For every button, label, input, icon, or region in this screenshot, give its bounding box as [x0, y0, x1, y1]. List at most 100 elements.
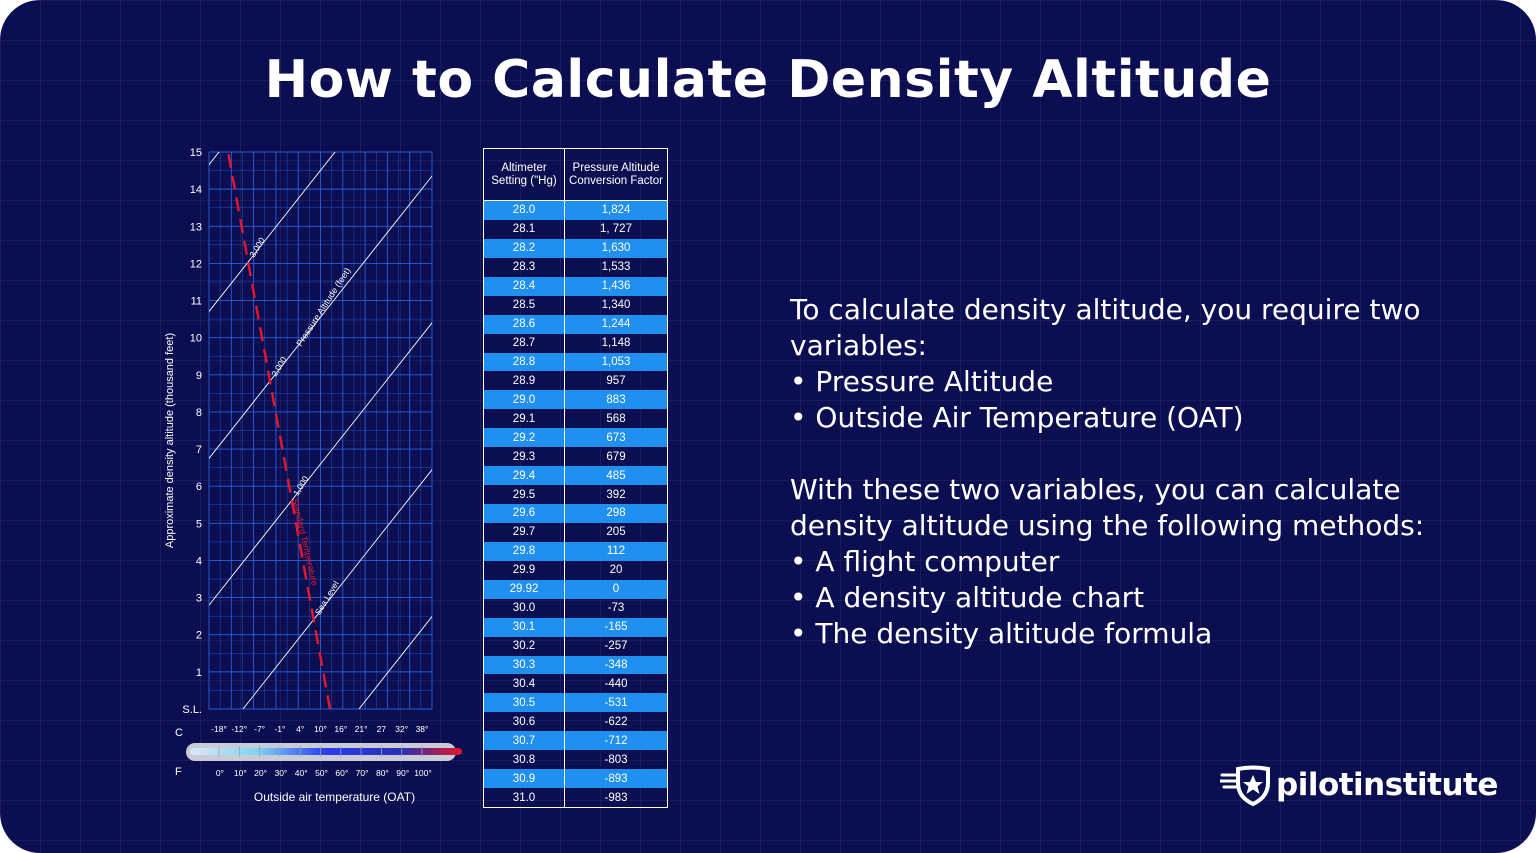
y-tick-label: 3 [196, 593, 202, 605]
table-row: 29.7 205 [484, 522, 667, 542]
conversion-factor-cell: -803 [604, 753, 628, 766]
table-body: 28.0 1,824 28.1 1, 727 28.2 1,630 28.3 1,533 28.… [484, 201, 667, 807]
table-row: 28.1 1, 727 [484, 219, 667, 239]
chart-grid [208, 151, 433, 710]
altimeter-setting-cell: 29.8 [484, 541, 565, 561]
list-item: Pressure Altitude [790, 364, 1490, 400]
table-row: 30.3 -348 [484, 655, 667, 675]
celsius-tick-label: 4° [296, 724, 304, 734]
logo-text: pilotinstitute [1276, 767, 1498, 803]
conversion-factor-cell: 1,244 [601, 318, 631, 331]
table-row: 28.2 1,630 [484, 238, 667, 258]
table-row: 28.6 1,244 [484, 314, 667, 334]
altimeter-setting-cell: 29.1 [484, 409, 565, 429]
table-row: 29.8 112 [484, 541, 667, 561]
list-item: The density altitude formula [790, 616, 1490, 652]
conversion-factor-cell: 1,630 [601, 242, 631, 255]
conversion-factor-cell: -712 [604, 734, 628, 747]
altimeter-setting-cell: 28.2 [484, 238, 565, 258]
table-row: 29.3 679 [484, 447, 667, 467]
list-item: A density altitude chart [790, 580, 1490, 616]
fahrenheit-tick-label: 50° [315, 768, 328, 778]
conversion-factor-cell: 1,053 [601, 355, 631, 368]
fahrenheit-tick-label: 90° [396, 768, 409, 778]
y-tick-label: S.L. [182, 704, 202, 716]
conversion-factor-cell: 673 [606, 431, 626, 444]
table-row: 28.8 1,053 [484, 352, 667, 372]
conversion-factor-cell: 1,148 [601, 337, 631, 350]
fahrenheit-tick-label: 80° [376, 768, 389, 778]
y-tick-label: 5 [196, 518, 202, 530]
conversion-factor-cell: 205 [606, 526, 626, 539]
variables-list: Pressure Altitude Outside Air Temperatur… [790, 364, 1490, 436]
altimeter-setting-cell: 30.1 [484, 617, 565, 637]
conversion-factor-cell: -348 [604, 658, 628, 671]
shield-star-icon [1220, 765, 1270, 807]
y-tick-label: 13 [190, 221, 202, 233]
table-header: Altimeter Setting ("Hg) Pressure Altitud… [484, 149, 667, 201]
table-row: 28.4 1,436 [484, 276, 667, 296]
fahrenheit-tick-label: 70° [356, 768, 369, 778]
pressure-altitude-title: Pressure Altitude (feet) [294, 266, 352, 348]
altimeter-setting-cell: 28.3 [484, 257, 565, 277]
y-tick-label: 12 [190, 258, 202, 270]
page-title: How to Calculate Density Altitude [264, 50, 1272, 110]
celsius-tick-label: 32° [395, 724, 408, 734]
altimeter-setting-cell: 29.0 [484, 390, 565, 410]
altimeter-setting-cell: 29.6 [484, 504, 565, 523]
pilot-institute-logo: pilotinstitute [1220, 762, 1498, 808]
altimeter-setting-cell: 31.0 [484, 788, 565, 807]
pressure-altitude-line [209, 322, 432, 606]
list-item: A flight computer [790, 544, 1490, 580]
conversion-factor-cell: 1,824 [601, 204, 631, 217]
conversion-factor-cell: 1,533 [601, 261, 631, 274]
table-row: 29.0 883 [484, 390, 667, 410]
header-conversion-factor: Pressure Altitude Conversion Factor [569, 161, 663, 187]
methods-intro-text: With these two variables, you can calcul… [790, 473, 1425, 542]
altimeter-setting-cell: 29.5 [484, 485, 565, 504]
altimeter-setting-cell: 28.0 [484, 201, 565, 220]
altimeter-setting-cell: 30.2 [484, 636, 565, 656]
altimeter-setting-cell: 28.9 [484, 371, 565, 391]
y-axis-title: Approximate density altitude (thousand f… [164, 333, 176, 548]
altimeter-setting-cell: 28.7 [484, 333, 565, 353]
conversion-factor-cell: 298 [606, 507, 626, 520]
table-row: 30.7 -712 [484, 731, 667, 751]
table-row: 30.0 -73 [484, 598, 667, 618]
table-row: 29.9 20 [484, 560, 667, 580]
table-row: 28.7 1,148 [484, 333, 667, 353]
description: To calculate density altitude, you requi… [790, 292, 1490, 652]
altimeter-setting-cell: 30.3 [484, 655, 565, 675]
conversion-factor-cell: -440 [604, 677, 628, 690]
conversion-factor-cell: 112 [606, 545, 626, 558]
altimeter-setting-cell: 29.9 [484, 560, 565, 580]
altimeter-setting-cell: 29.3 [484, 447, 565, 467]
altimeter-conversion-table: Altimeter Setting ("Hg) Pressure Altitud… [483, 148, 668, 808]
y-tick-label: 1 [196, 667, 202, 679]
celsius-tick-label: 27 [377, 724, 387, 734]
conversion-factor-cell: 568 [606, 412, 626, 425]
altimeter-setting-cell: 28.5 [484, 295, 565, 315]
celsius-tick-label: 16° [334, 724, 347, 734]
altimeter-setting-cell: 29.4 [484, 466, 565, 486]
table-row: 28.5 1,340 [484, 295, 667, 315]
conversion-factor-cell: 20 [609, 564, 623, 577]
altimeter-setting-cell: 30.7 [484, 731, 565, 751]
altimeter-setting-cell: 29.7 [484, 522, 565, 542]
table-row: 30.4 -440 [484, 674, 667, 694]
table-row: 30.1 -165 [484, 617, 667, 637]
conversion-factor-cell: 1,340 [601, 299, 631, 312]
celsius-tick-label: 38° [416, 724, 429, 734]
table-row: 29.5 392 [484, 485, 667, 504]
table-row: 30.2 -257 [484, 636, 667, 656]
altimeter-setting-cell: 30.4 [484, 674, 565, 694]
altimeter-setting-cell: 28.1 [484, 219, 565, 239]
list-item: Outside Air Temperature (OAT) [790, 400, 1490, 436]
fahrenheit-label: F [175, 766, 182, 778]
conversion-factor-cell: 883 [606, 393, 626, 406]
y-tick-label: 6 [196, 481, 202, 493]
fahrenheit-tick-label: 0° [216, 768, 224, 778]
altimeter-setting-cell: 30.9 [484, 769, 565, 789]
